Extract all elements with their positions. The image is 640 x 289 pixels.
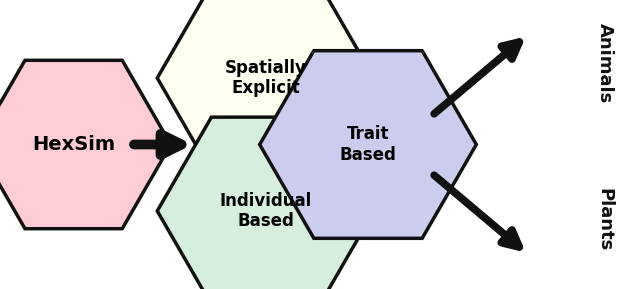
Text: HexSim: HexSim bbox=[32, 135, 115, 154]
Text: Individual
Based: Individual Based bbox=[220, 192, 312, 230]
Text: Trait
Based: Trait Based bbox=[340, 125, 396, 164]
Text: Spatially
Explicit: Spatially Explicit bbox=[225, 59, 307, 97]
Polygon shape bbox=[157, 0, 374, 172]
Text: Animals: Animals bbox=[596, 23, 614, 104]
Polygon shape bbox=[0, 60, 171, 229]
Text: Plants: Plants bbox=[596, 188, 614, 251]
Polygon shape bbox=[260, 51, 476, 238]
Polygon shape bbox=[157, 117, 374, 289]
